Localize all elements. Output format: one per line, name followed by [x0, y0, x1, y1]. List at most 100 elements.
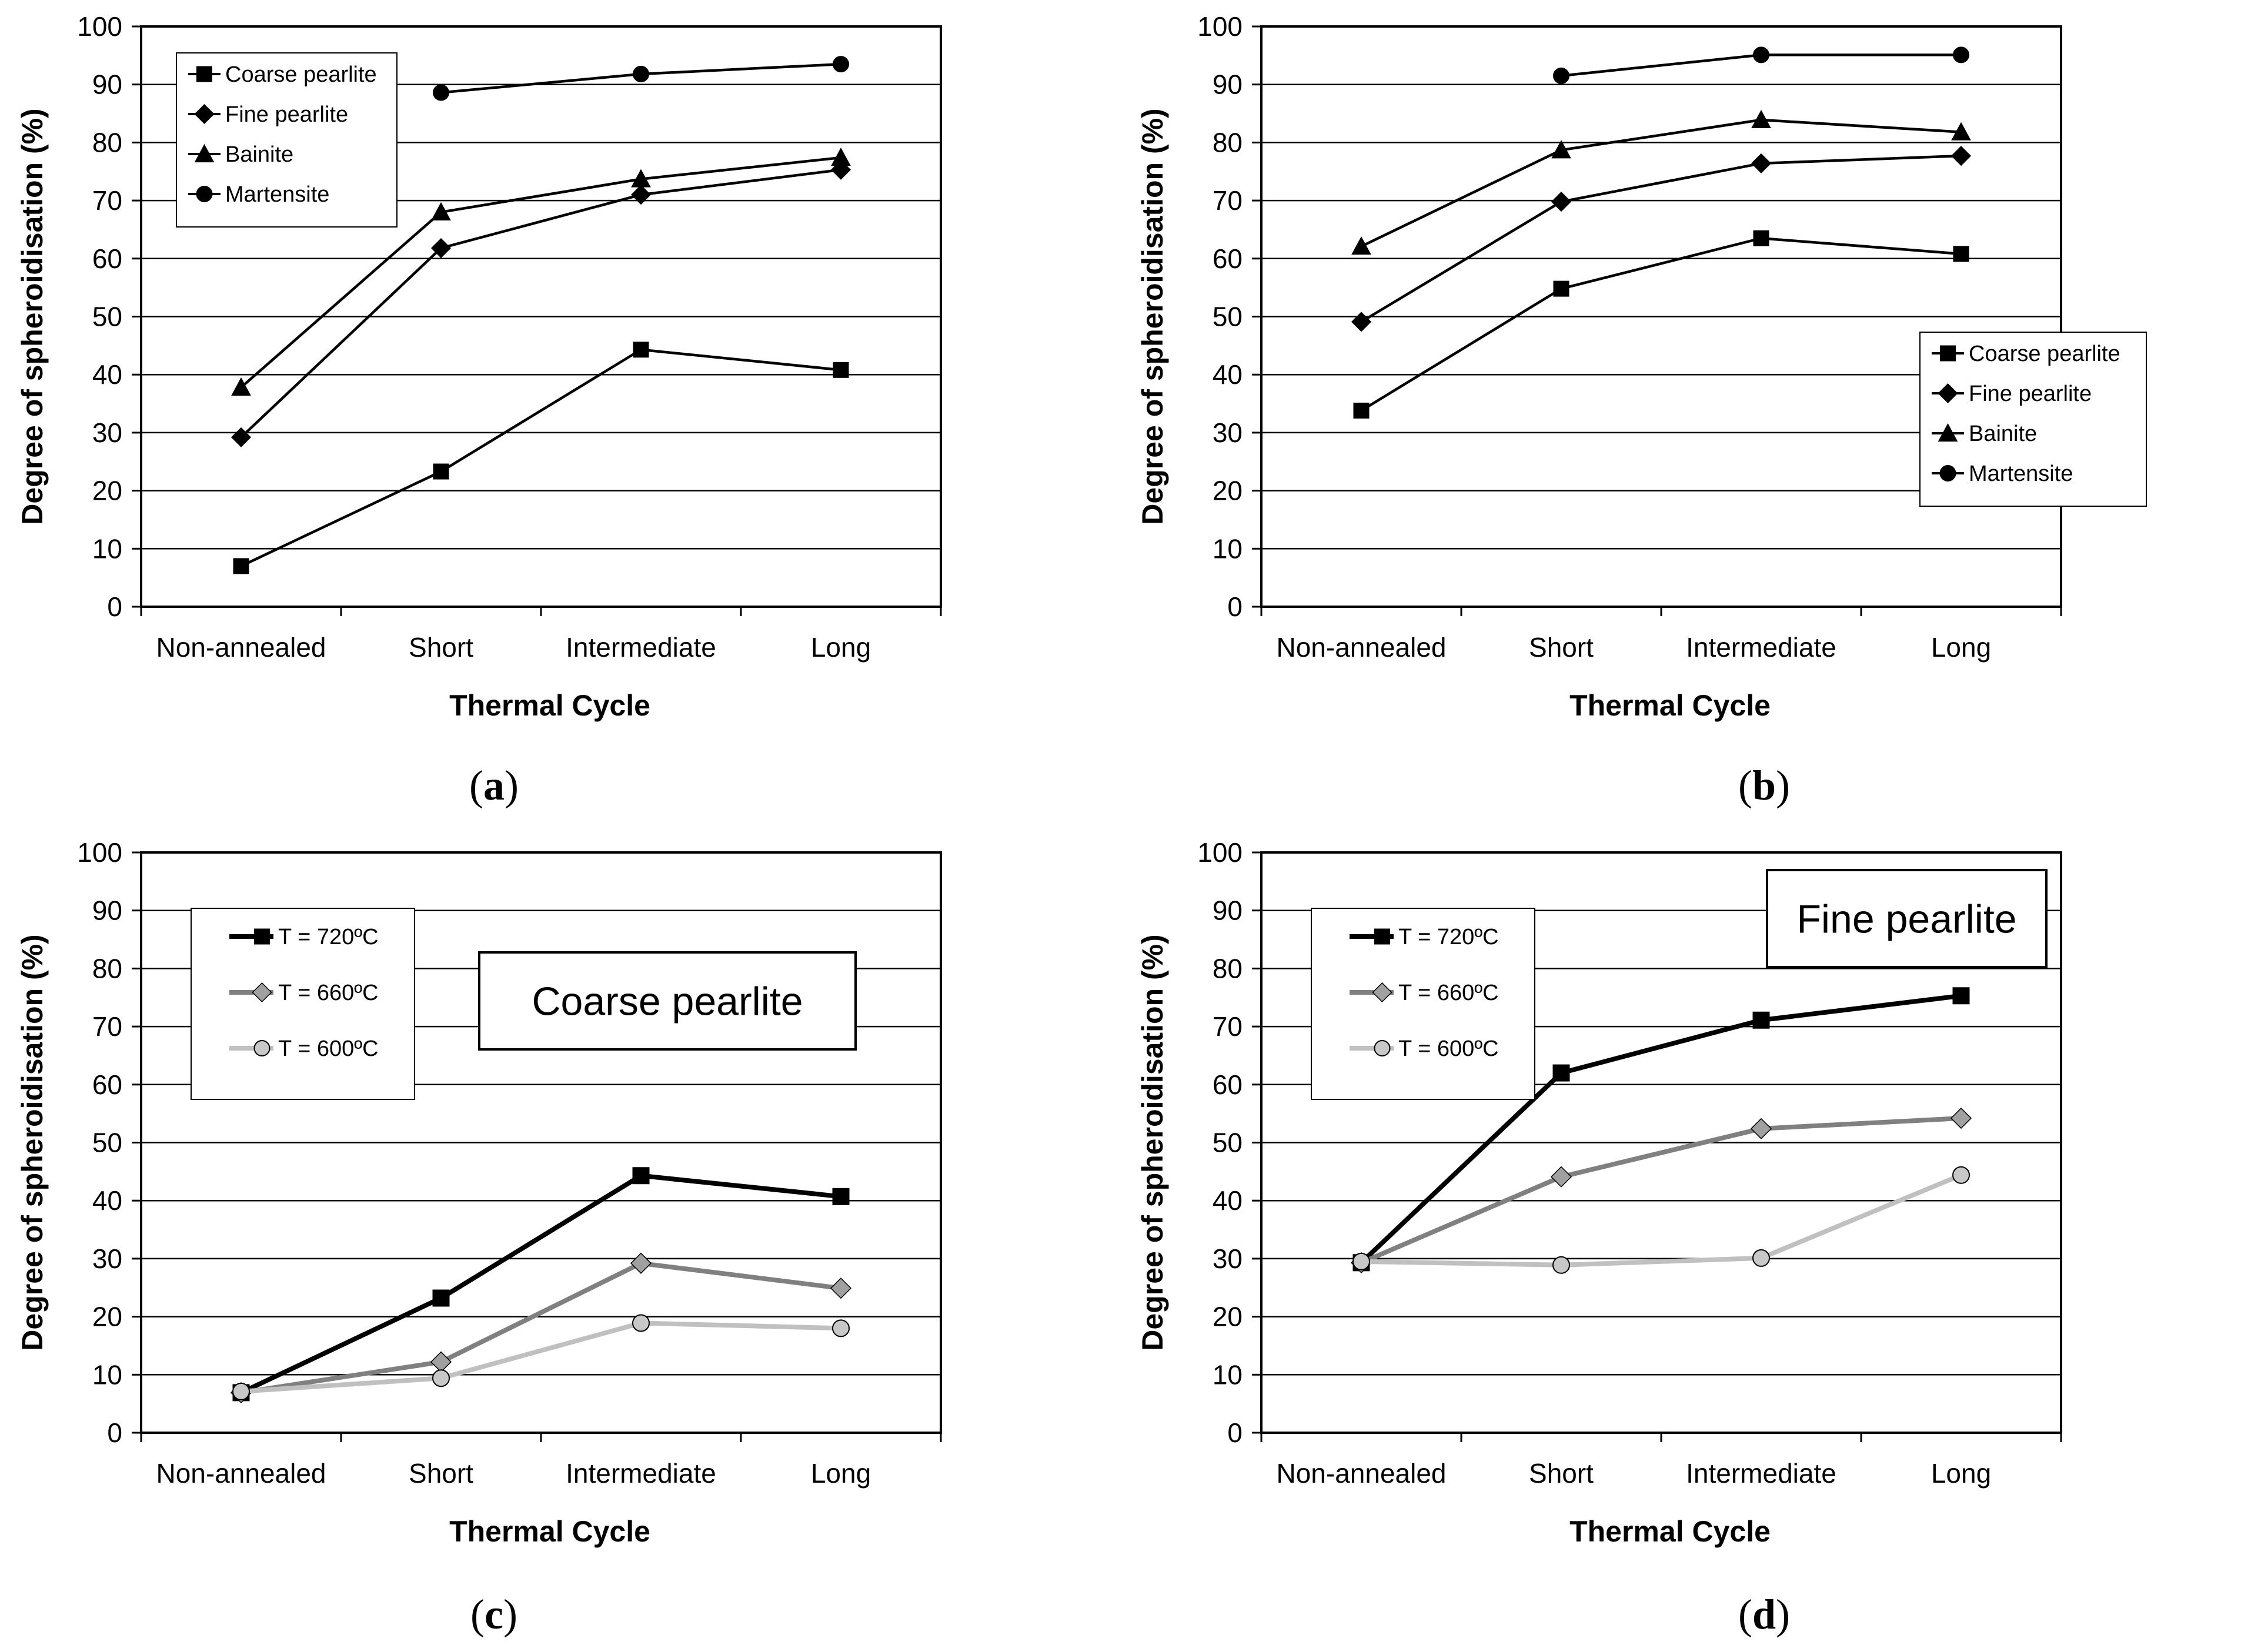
data-point — [1953, 246, 1969, 262]
y-tick-label: 20 — [1213, 1302, 1243, 1332]
y-axis-title: Degree of spheroidisation (%) — [1136, 108, 1169, 524]
y-tick-label: 70 — [92, 185, 122, 216]
data-point — [632, 1167, 650, 1185]
legend-label: Coarse pearlite — [1969, 342, 2120, 366]
annotation: Fine pearlite — [1766, 869, 2048, 968]
y-tick-label: 100 — [77, 11, 122, 42]
data-point — [1551, 192, 1572, 212]
data-point — [1753, 230, 1769, 246]
annotation-box — [1766, 869, 2048, 968]
legend-marker — [1939, 465, 1956, 481]
y-tick-label: 30 — [1213, 1243, 1243, 1274]
y-tick-label: 50 — [1213, 302, 1243, 332]
y-tick-label: 90 — [92, 69, 122, 100]
y-tick-label: 40 — [1213, 359, 1243, 390]
x-tick-label: Long — [1931, 1458, 1991, 1489]
legend-box — [1311, 908, 1535, 1100]
legend-box — [191, 908, 415, 1100]
data-point — [1352, 1252, 1370, 1270]
legend-box — [1919, 332, 2147, 507]
chart-a: 0 10 20 30 40 50 60 70 80 90 100 Non-annealed Short I… — [16, 11, 942, 722]
annotation-label: Fine pearlite — [1796, 897, 2016, 942]
data-point — [430, 238, 452, 259]
legend-label: Bainite — [1969, 422, 2037, 446]
y-axis-title: Degree of spheroidisation (%) — [16, 108, 49, 524]
series-line — [1360, 993, 1962, 1265]
y-tick-label: 100 — [77, 837, 122, 868]
y-tick-label: 10 — [92, 1359, 122, 1390]
x-tick-label: Intermediate — [1686, 632, 1836, 663]
data-point — [1752, 1249, 1770, 1267]
y-tick-label: 70 — [92, 1011, 122, 1042]
data-point — [1553, 67, 1569, 84]
x-axis-title: Thermal Cycle — [449, 689, 650, 722]
legend-marker — [254, 928, 270, 945]
y-axis: 0 10 20 30 40 50 60 70 80 90 100 — [1197, 11, 1261, 622]
x-tick-label: Long — [811, 632, 871, 663]
x-tick-label: Intermediate — [566, 1458, 716, 1489]
data-point — [1951, 122, 1971, 141]
series-line — [1360, 1116, 1962, 1265]
annotation-box — [478, 951, 857, 1051]
x-tick-label: Short — [1529, 1458, 1594, 1489]
legend-marker — [196, 66, 212, 82]
legend: Coarse pearlite Fine pearlite Bainite Marte… — [176, 52, 398, 228]
data-point — [1750, 1118, 1772, 1139]
legend-marker — [1374, 928, 1390, 945]
data-point — [1552, 1064, 1570, 1082]
series-line — [240, 156, 841, 389]
series-fine-pearlite — [231, 159, 851, 447]
y-tick-label: 50 — [92, 302, 122, 332]
data-point — [432, 1289, 450, 1307]
y-tick-label: 70 — [1213, 185, 1243, 216]
y-tick-label: 60 — [92, 243, 122, 274]
x-axis: Non-annealed Short Intermediate Long — [1260, 607, 2062, 663]
panel-c: 0 10 20 30 40 50 60 70 80 90 100 Non-annealed Short I… — [0, 826, 1120, 1652]
chart-b: 0 10 20 30 40 50 60 70 80 90 100 Non-annealed Short I… — [1136, 11, 2147, 722]
legend: T = 720ºC T = 660ºC T = 600ºC — [191, 908, 415, 1100]
series-bainite — [1351, 109, 1971, 255]
legend-marker — [1938, 383, 1958, 404]
chart-d: 0 10 20 30 40 50 60 70 80 90 100 Non-annealed Short I… — [1136, 837, 2062, 1548]
data-point — [1751, 153, 1772, 173]
y-axis: 0 10 20 30 40 50 60 70 80 90 100 — [1197, 837, 1261, 1448]
legend-label: T = 660ºC — [278, 981, 379, 1005]
x-tick-label: Non-annealed — [1276, 1458, 1446, 1489]
panel-b: 0 10 20 30 40 50 60 70 80 90 100 Non-annealed Short I… — [1120, 0, 2240, 826]
panel-label-a: (a) — [469, 762, 519, 809]
data-point — [632, 1314, 650, 1332]
legend-label: Coarse pearlite — [225, 62, 377, 87]
legend-label: T = 720ºC — [1398, 925, 1499, 949]
data-point — [432, 1369, 450, 1387]
x-tick-label: Short — [409, 632, 473, 663]
data-point — [1551, 140, 1571, 159]
data-point — [831, 148, 851, 166]
series-line — [241, 348, 841, 567]
legend-label: Fine pearlite — [1969, 382, 2092, 406]
y-tick-label: 40 — [92, 1185, 122, 1216]
legend-label: T = 720ºC — [278, 925, 379, 949]
legend-marker — [1940, 345, 1956, 362]
y-tick-label: 30 — [92, 417, 122, 448]
data-point — [233, 558, 249, 574]
x-tick-label: Intermediate — [1686, 1458, 1836, 1489]
panel-label-d: (d) — [1738, 1591, 1790, 1638]
y-tick-label: 60 — [1213, 243, 1243, 274]
y-tick-label: 100 — [1197, 837, 1243, 868]
legend-marker — [1374, 1040, 1391, 1056]
y-axis: 0 10 20 30 40 50 60 70 80 90 100 — [77, 11, 141, 622]
y-axis-title: Degree of spheroidisation (%) — [16, 934, 49, 1350]
legend-label: T = 660ºC — [1398, 981, 1499, 1005]
legend-marker — [1372, 982, 1392, 1003]
legend: T = 720ºC T = 660ºC T = 600ºC — [1311, 908, 1535, 1100]
y-tick-label: 10 — [1213, 1359, 1243, 1390]
x-tick-label: Non-annealed — [156, 632, 326, 663]
data-point — [631, 169, 651, 188]
y-tick-label: 20 — [1213, 476, 1243, 506]
y-tick-label: 80 — [92, 127, 122, 158]
y-tick-label: 100 — [1197, 11, 1243, 42]
data-point — [830, 1278, 852, 1299]
data-point — [633, 65, 649, 82]
legend-marker — [253, 1040, 270, 1056]
data-point — [231, 427, 252, 447]
